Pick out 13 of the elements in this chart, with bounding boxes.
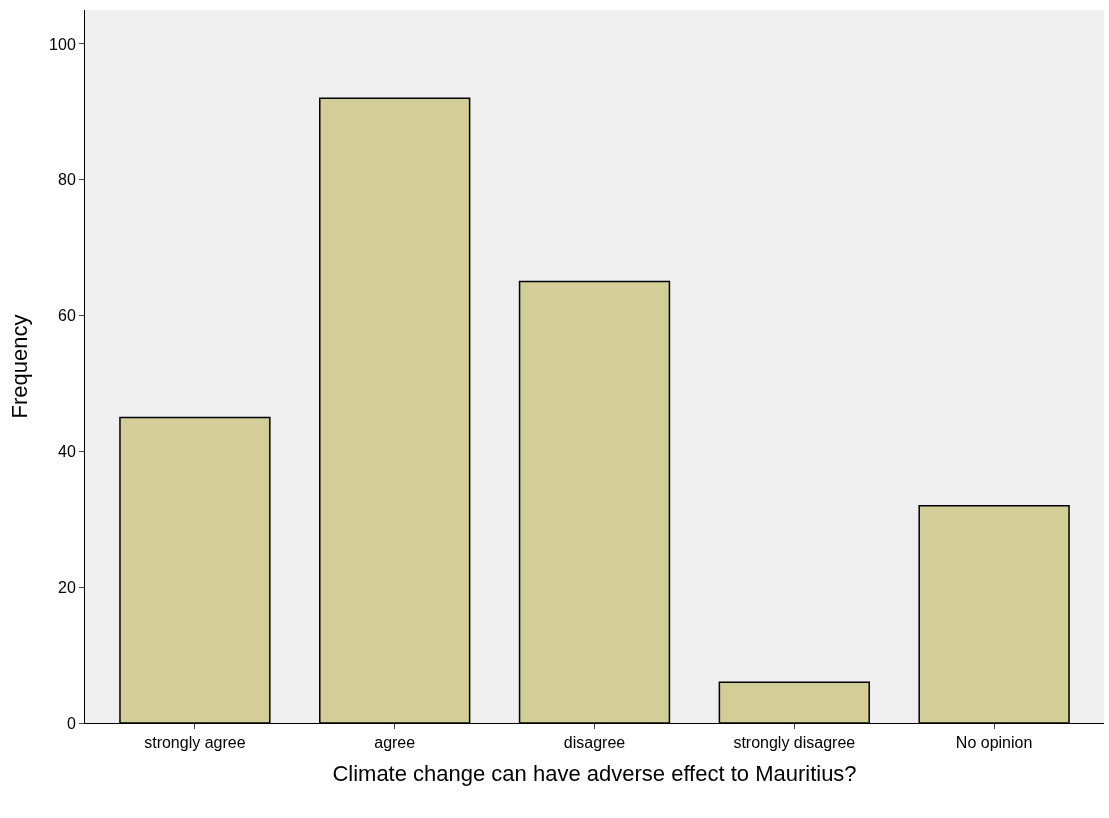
x-tick-label: strongly disagree	[733, 734, 856, 752]
y-tick-label: 80	[58, 171, 76, 189]
x-axis-title: Climate change can have adverse effect to Mauritius?	[332, 761, 857, 787]
x-tick-label: disagree	[563, 734, 626, 752]
y-tick-label: 20	[58, 578, 76, 596]
y-tick-label: 60	[58, 307, 76, 325]
y-tick-label: 0	[66, 714, 76, 732]
x-tick-label: agree	[374, 734, 416, 752]
y-tick-label: 100	[49, 35, 76, 53]
y-axis-title: Frequency	[6, 314, 32, 419]
y-tick-label: 40	[58, 442, 76, 460]
x-tick-label: No opinion	[955, 734, 1033, 752]
x-tick-label: strongly agree	[144, 734, 246, 752]
